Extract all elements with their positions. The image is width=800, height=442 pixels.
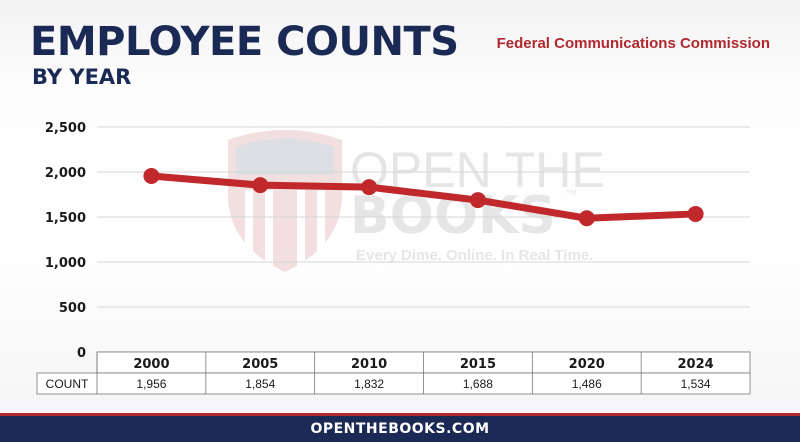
data-label: 1,956 — [136, 377, 166, 391]
y-tick-label: 2,000 — [45, 166, 86, 181]
data-label: 1,688 — [463, 377, 493, 391]
footer-accent-bar — [0, 413, 800, 416]
shield-icon — [228, 130, 342, 272]
data-label: 1,832 — [354, 377, 384, 391]
y-tick-label: 500 — [59, 301, 86, 316]
watermark-tagline: Every Dime. Online. In Real Time. — [356, 247, 593, 264]
watermark: OPEN THE BOOKS ™ Every Dime. Online. In … — [228, 130, 605, 272]
chart-title: EMPLOYEE COUNTS — [30, 19, 459, 65]
data-table: COUNT 2000 1,956 2005 1,854 2010 1,832 2015 1,68… — [36, 351, 751, 395]
data-point — [578, 210, 595, 227]
series-line — [147, 172, 700, 222]
data-label: 1,854 — [245, 377, 275, 391]
x-tick-label: 2010 — [351, 357, 387, 372]
footer-url: OPENTHEBOOKS.COM — [0, 416, 800, 442]
data-label: 1,486 — [572, 377, 602, 391]
agency-name: Federal Communications Commission — [496, 35, 770, 52]
watermark-tm: ™ — [565, 187, 577, 201]
data-point — [361, 179, 378, 196]
x-tick-label: 2020 — [569, 357, 605, 372]
data-point — [252, 177, 269, 194]
table-row-label: COUNT — [46, 377, 89, 391]
data-point — [687, 205, 704, 222]
data-point — [469, 192, 486, 209]
chart-subtitle: BY YEAR — [32, 65, 132, 89]
series-points — [143, 167, 704, 227]
data-label: 1,534 — [681, 377, 711, 391]
table-value-row — [36, 372, 751, 395]
x-tick-label: 2024 — [677, 357, 713, 372]
x-tick-label: 2000 — [133, 357, 169, 372]
data-point — [143, 167, 160, 184]
y-axis-ticks: 0 500 1,000 1,500 2,000 2,500 — [45, 121, 86, 361]
y-tick-label: 0 — [77, 346, 86, 361]
series-line-path — [147, 172, 700, 222]
y-tick-label: 1,000 — [45, 256, 86, 271]
x-tick-label: 2015 — [460, 357, 496, 372]
y-tick-label: 2,500 — [45, 121, 86, 136]
x-tick-label: 2005 — [242, 357, 278, 372]
y-tick-label: 1,500 — [45, 211, 86, 226]
